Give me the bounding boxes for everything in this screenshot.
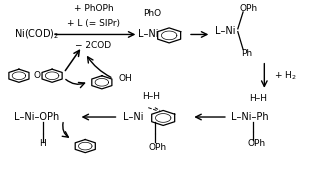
Text: PhO: PhO [143,9,162,18]
Text: Ph: Ph [241,49,252,58]
Text: L–Ni–OPh: L–Ni–OPh [14,112,59,122]
Text: + L (= SIPr): + L (= SIPr) [67,19,120,28]
Text: L–Ni–Ph: L–Ni–Ph [231,112,269,122]
Text: Ni(COD)$_2$: Ni(COD)$_2$ [14,28,59,41]
Text: OH: OH [119,74,132,83]
Text: L–Ni: L–Ni [124,112,144,122]
Text: L–Ni: L–Ni [214,26,235,36]
Text: O: O [33,71,40,80]
Text: H–H: H–H [143,92,161,101]
Text: OPh: OPh [239,4,258,13]
Text: + H$_2$: + H$_2$ [274,70,297,82]
Text: H–H: H–H [249,94,267,103]
Text: + PhOPh: + PhOPh [74,4,113,13]
Text: H: H [39,139,46,148]
Text: OPh: OPh [148,143,166,152]
Text: L–Ni: L–Ni [138,29,159,40]
Text: − 2COD: − 2COD [76,41,112,50]
Text: OPh: OPh [248,139,266,148]
